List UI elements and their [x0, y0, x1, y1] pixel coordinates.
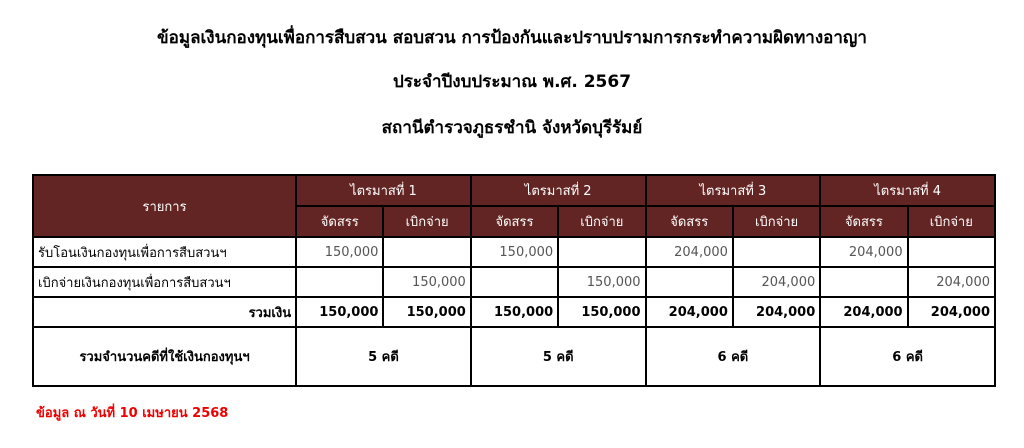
sub-header-spend: เบิกจ่าย — [557, 205, 647, 238]
sub-header-spend: เบิกจ่าย — [731, 205, 822, 238]
amount-cell — [295, 266, 385, 298]
table-row: เบิกจ่ายเงินกองทุนเพื่อการสืบสวนฯ 150,000… — [31, 266, 997, 298]
amount-cell: 204,000 — [906, 266, 997, 298]
amount-cell: 150,000 — [469, 236, 560, 268]
total-label: รวมเงิน — [31, 296, 298, 328]
row-label: รับโอนเงินกองทุนเพื่อการสืบสวนฯ — [31, 236, 298, 268]
amount-cell — [644, 266, 734, 298]
amount-cell: 150,000 — [382, 266, 472, 298]
cases-cell: 6 คดี — [644, 326, 822, 387]
quarter-header: ไตรมาสที่ 4 — [819, 174, 996, 207]
amount-cell: 150,000 — [295, 236, 385, 268]
total-cell: 150,000 — [469, 296, 560, 328]
title-line-2: ประจำปีงบประมาณ พ.ศ. 2567 — [392, 72, 632, 92]
total-cell: 204,000 — [731, 296, 822, 328]
total-cell: 204,000 — [644, 296, 734, 328]
title-line-3: สถานีตำรวจภูธรชำนิ จังหวัดบุรีรัมย์ — [381, 118, 643, 138]
amount-cell: 204,000 — [819, 236, 909, 268]
total-row: รวมเงิน 150,000 150,000 150,000 150,000 204,0… — [31, 296, 997, 328]
total-cell: 204,000 — [906, 296, 997, 328]
title-line-1: ข้อมูลเงินกองทุนเพื่อการสืบสวน สอบสวน กา… — [157, 28, 867, 48]
sub-header-spend: เบิกจ่าย — [906, 205, 997, 238]
sub-header-alloc: จัดสรร — [295, 205, 385, 238]
sub-header-alloc: จัดสรร — [819, 205, 909, 238]
sub-header-alloc: จัดสรร — [469, 205, 560, 238]
sub-header-alloc: จัดสรร — [644, 205, 734, 238]
amount-cell: 204,000 — [644, 236, 734, 268]
total-cell: 150,000 — [295, 296, 385, 328]
amount-cell — [819, 266, 909, 298]
total-cell: 150,000 — [557, 296, 647, 328]
amount-cell — [469, 266, 560, 298]
total-cell: 150,000 — [382, 296, 472, 328]
table-row: รับโอนเงินกองทุนเพื่อการสืบสวนฯ 150,000 15… — [31, 236, 997, 268]
amount-cell — [382, 236, 472, 268]
fund-table: รายการ ไตรมาสที่ 1 ไตรมาสที่ 2 ไตรมาสที่… — [31, 174, 997, 387]
amount-cell — [557, 236, 647, 268]
cases-cell: 5 คดี — [295, 326, 472, 387]
total-cell: 204,000 — [819, 296, 909, 328]
amount-cell — [731, 236, 822, 268]
quarter-header: ไตรมาสที่ 1 — [295, 174, 472, 207]
row-label: เบิกจ่ายเงินกองทุนเพื่อการสืบสวนฯ — [31, 266, 298, 298]
quarter-header: ไตรมาสที่ 3 — [644, 174, 822, 207]
data-date-note: ข้อมูล ณ วันที่ 10 เมษายน 2568 — [36, 406, 229, 421]
cases-cell: 6 คดี — [819, 326, 996, 387]
amount-cell: 204,000 — [731, 266, 822, 298]
cases-cell: 5 คดี — [469, 326, 647, 387]
amount-cell — [906, 236, 997, 268]
cases-label: รวมจำนวนคดีที่ใช้เงินกองทุนฯ — [31, 326, 298, 387]
amount-cell: 150,000 — [557, 266, 647, 298]
sub-header-spend: เบิกจ่าย — [382, 205, 472, 238]
cases-row: รวมจำนวนคดีที่ใช้เงินกองทุนฯ 5 คดี 5 คดี 6 … — [31, 326, 996, 387]
quarter-header: ไตรมาสที่ 2 — [469, 174, 647, 207]
item-header: รายการ — [31, 174, 298, 238]
